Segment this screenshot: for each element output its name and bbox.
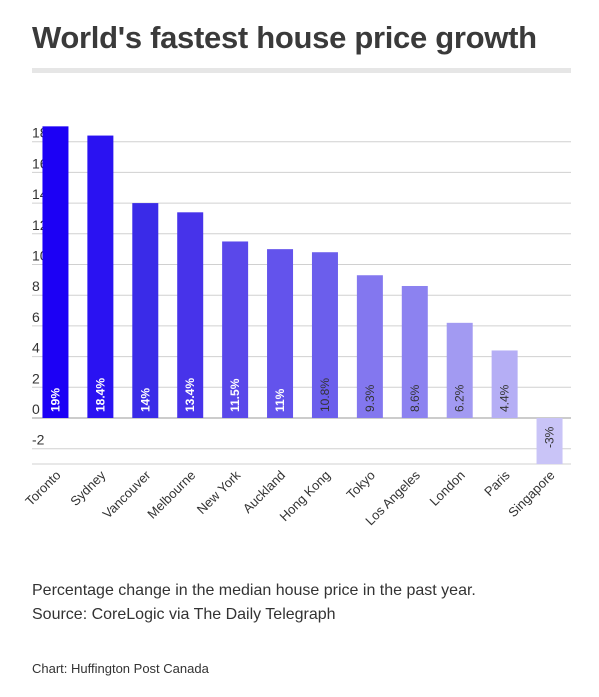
grid-lines: [32, 141, 571, 465]
bar-hong-kong: [311, 252, 338, 418]
y-tick-label: 4: [32, 340, 40, 356]
x-tick-label: Melbourne: [144, 468, 198, 522]
bar-melbourne: [177, 212, 204, 418]
data-label: 13.4%: [183, 378, 197, 412]
x-tick-label: New York: [194, 467, 244, 517]
y-tick-label: 2: [32, 370, 40, 386]
data-label: 10.8%: [318, 378, 332, 412]
chart-source: Source: CoreLogic via The Daily Telegrap…: [32, 606, 336, 623]
y-tick-label: 8: [32, 278, 40, 294]
data-label: 18.4%: [93, 378, 107, 412]
x-tick-label: Tokyo: [343, 468, 378, 503]
y-tick-label: 6: [32, 309, 40, 325]
bar-vancouver: [132, 203, 159, 418]
data-label: 11%: [273, 388, 287, 412]
x-tick-label: Singapore: [505, 468, 558, 521]
bar-sydney: [87, 135, 114, 418]
data-label: 14%: [138, 388, 152, 412]
bar-los-angeles: [401, 285, 428, 418]
x-tick-label: Paris: [481, 467, 513, 499]
bar-toronto: [42, 126, 69, 418]
x-tick-label: Sydney: [67, 467, 109, 509]
x-tick-label: London: [427, 468, 468, 509]
data-label: 11.5%: [228, 378, 242, 412]
bars: [42, 126, 563, 465]
chart-caption: Percentage change in the median house pr…: [32, 582, 476, 599]
bar-paris: [491, 350, 518, 418]
y-tick-label: -2: [32, 432, 45, 448]
bar-new-york: [222, 241, 249, 418]
bar-london: [446, 322, 473, 418]
y-tick-label: 0: [32, 401, 40, 417]
bar-auckland: [267, 249, 294, 418]
bar-singapore: [536, 418, 563, 465]
data-label: 9.3%: [363, 384, 377, 412]
title-divider: [32, 68, 571, 73]
data-label: -3%: [543, 426, 557, 448]
data-labels: 19% 18.4% 14% 13.4% 11.5% 11% 10.8% 9.3% 8.6% 6.2…: [48, 378, 556, 448]
bar-tokyo: [356, 275, 383, 418]
data-label: 8.6%: [408, 384, 422, 412]
data-label: 4.4%: [498, 384, 512, 412]
data-label: 6.2%: [453, 384, 467, 412]
chart-title: World's fastest house price growth: [32, 20, 537, 55]
chart-credit: Chart: Huffington Post Canada: [32, 661, 209, 676]
x-tick-label: Toronto: [22, 468, 63, 509]
data-label: 19%: [48, 388, 62, 412]
